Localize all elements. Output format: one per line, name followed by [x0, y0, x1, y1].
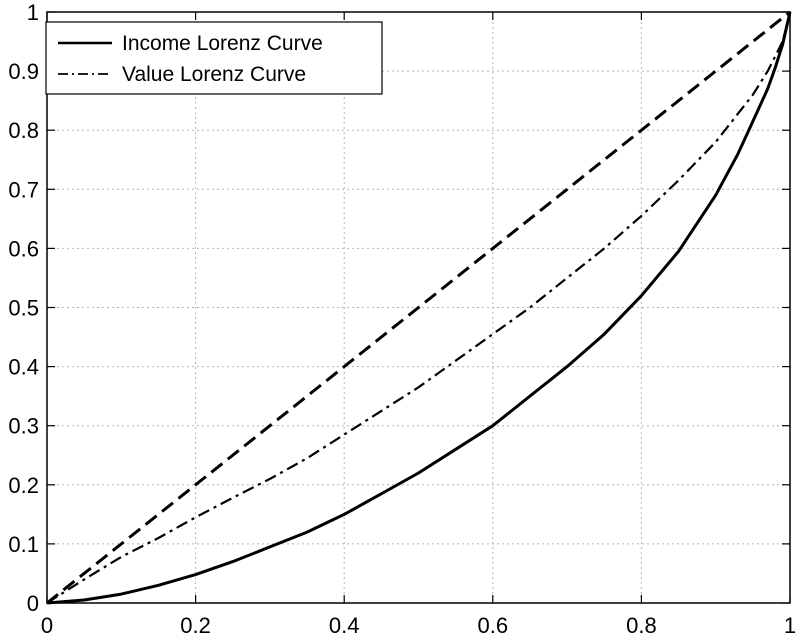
- tick-layer: 0 0.2 0.4 0.6 0.8 1 0 0.1 0.2 0.3 0.4 0.5 0.6 0.7 0.8 0…: [8, 0, 796, 638]
- x-tick-label: 0.6: [478, 613, 509, 638]
- legend-label-value: Value Lorenz Curve: [122, 63, 306, 86]
- x-tick-label: 1: [784, 613, 796, 638]
- y-tick-label: 0: [27, 591, 39, 616]
- y-tick-label: 0.5: [8, 296, 39, 321]
- y-tick-label: 0.6: [8, 236, 39, 261]
- legend-label-income: Income Lorenz Curve: [122, 32, 323, 55]
- y-tick-label: 0.2: [8, 473, 39, 498]
- legend-box: [45, 21, 383, 95]
- grid-layer: [47, 12, 790, 603]
- value-lorenz-curve: [46, 11, 792, 604]
- series-layer: [46, 10, 792, 605]
- y-tick-label: 1: [27, 0, 39, 25]
- x-tick-label: 0: [41, 613, 53, 638]
- income-lorenz-curve: [46, 11, 792, 605]
- x-tick-label: 0.4: [329, 613, 360, 638]
- y-tick-label: 0.7: [8, 177, 39, 202]
- legend: Income Lorenz Curve Value Lorenz Curve: [45, 21, 383, 95]
- x-tick-label: 0.2: [180, 613, 211, 638]
- y-tick-label: 0.9: [8, 59, 39, 84]
- equality-line: [46, 10, 791, 605]
- y-tick-label: 0.1: [8, 532, 39, 557]
- y-tick-label: 0.3: [8, 414, 39, 439]
- y-tick-label: 0.8: [8, 118, 39, 143]
- x-tick-label: 0.8: [626, 613, 657, 638]
- y-tick-label: 0.4: [8, 355, 39, 380]
